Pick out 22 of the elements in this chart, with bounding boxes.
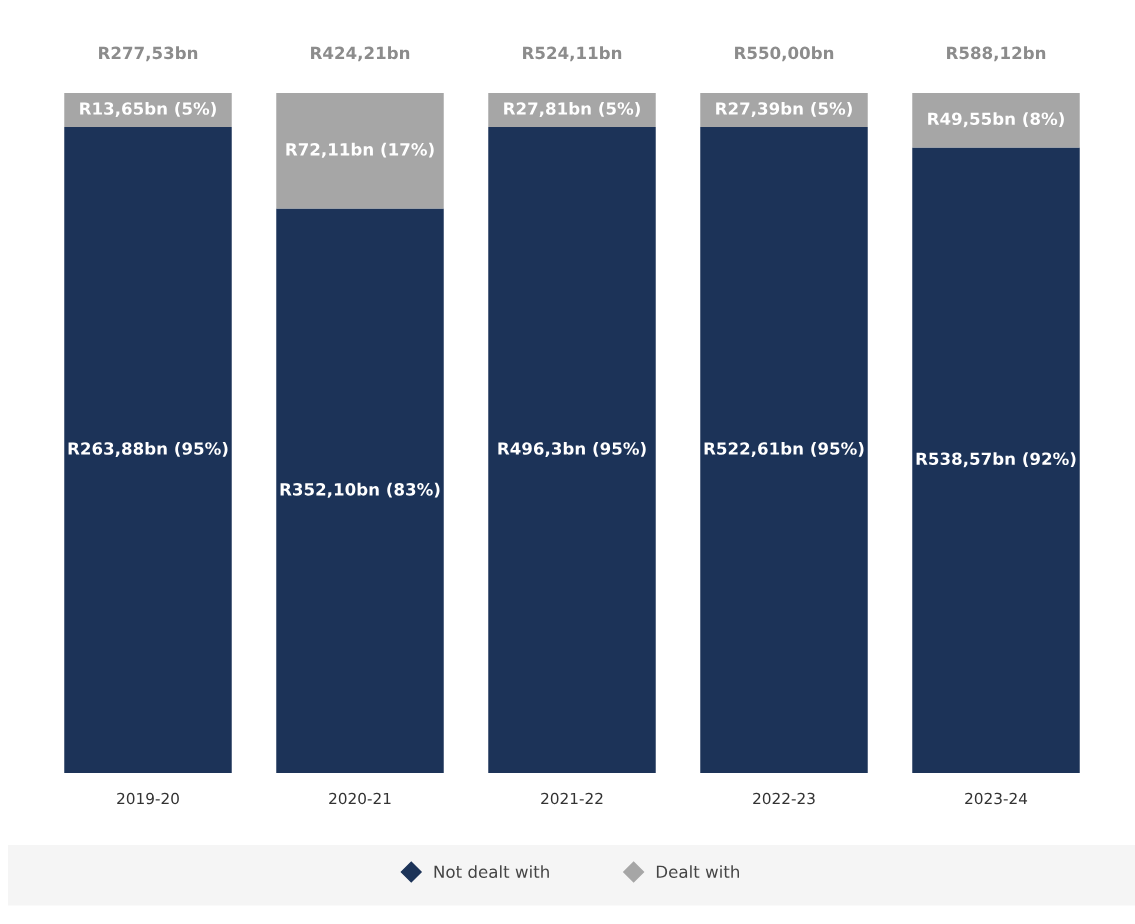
data-label: R49,55bn (8%) xyxy=(928,112,1064,128)
x-tick-label: 2019-20 xyxy=(117,792,179,805)
x-tick-label: 2022-23 xyxy=(753,792,815,805)
x-tick-label: 2023-24 xyxy=(965,792,1028,805)
total-label: R424,21bn xyxy=(311,46,410,62)
total-label: R524,11bn xyxy=(523,46,622,62)
data-label: R27,81bn (5%) xyxy=(504,101,640,117)
data-label: R263,88bn (95%) xyxy=(68,441,228,457)
data-label: R496,3bn (95%) xyxy=(498,441,646,457)
data-label: R352,10bn (83%) xyxy=(280,482,440,498)
x-tick-label: 2021-22 xyxy=(541,792,603,805)
data-label: R522,61bn (95%) xyxy=(704,441,864,457)
data-label: R72,11bn (17%) xyxy=(286,142,434,158)
total-label: R550,00bn xyxy=(735,46,834,62)
total-label: R277,53bn xyxy=(99,46,198,62)
x-tick-label: 2020-21 xyxy=(329,792,391,805)
legend-label: Dealt with xyxy=(656,865,739,879)
total-label: R588,12bn xyxy=(947,46,1046,62)
data-label: R27,39bn (5%) xyxy=(716,101,852,117)
legend-label: Not dealt with xyxy=(434,865,549,879)
data-label: R538,57bn (92%) xyxy=(916,452,1076,468)
data-label: R13,65bn (5%) xyxy=(80,101,216,117)
